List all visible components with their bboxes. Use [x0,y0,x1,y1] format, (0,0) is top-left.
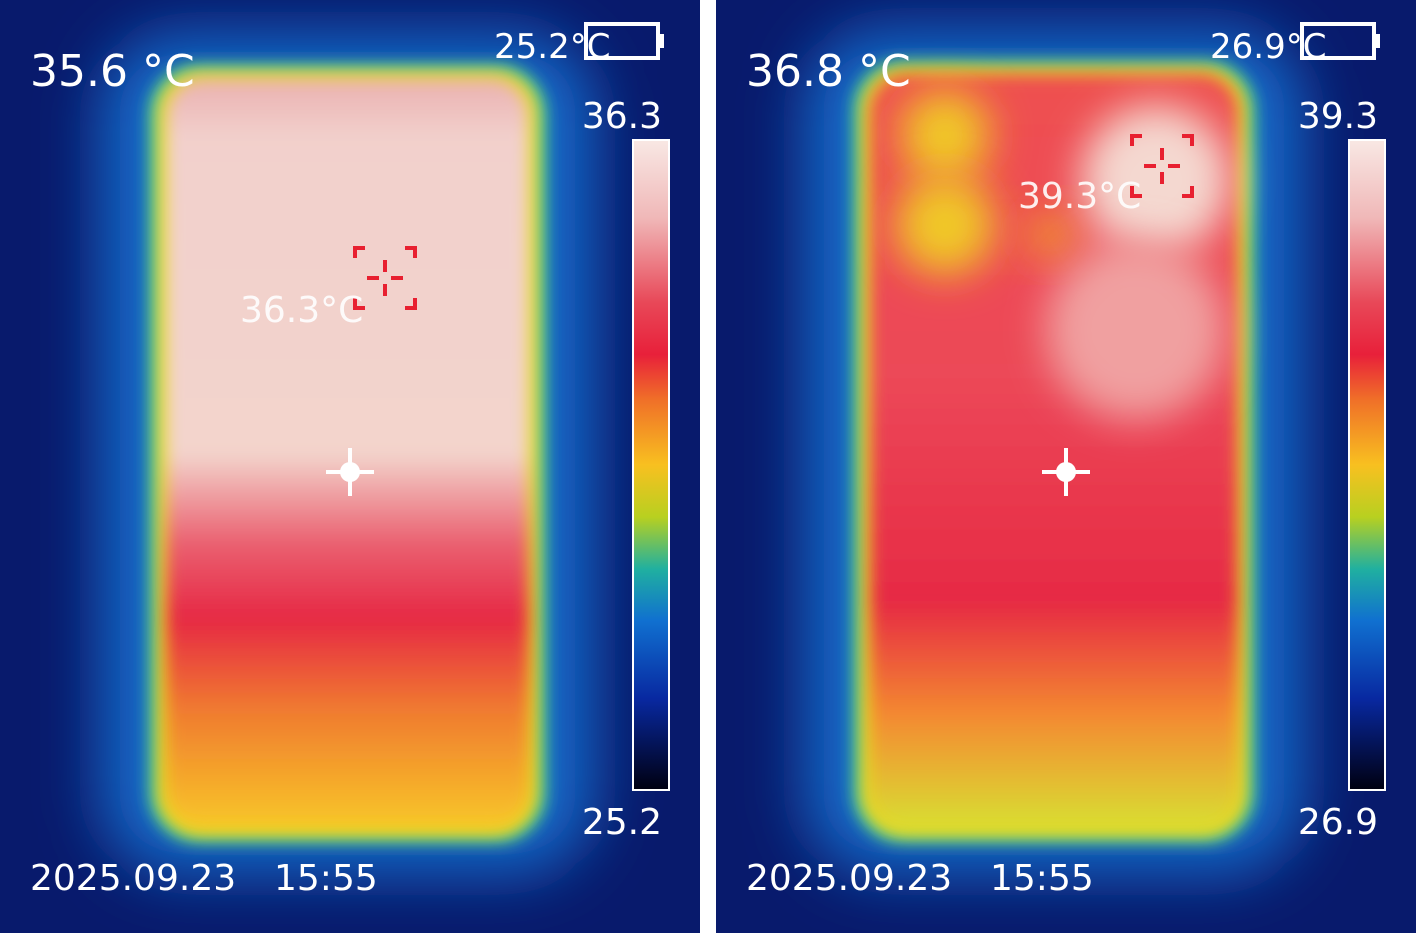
thermal-panel: 36.3°C 35.6 °C 25.2°C 36.3 25.2 2025.09.23 15:… [0,0,700,933]
hotspot-temp: 39.3°C [1018,176,1141,217]
hot-spot [1026,210,1076,260]
center-dot [340,462,360,482]
scale-min: 25.2 [582,802,662,843]
scale-min: 26.9 [1298,802,1378,843]
corner-temp: 26.9°C [1210,27,1326,67]
battery-tip [658,34,664,48]
hotspot-marker [353,246,417,310]
date: 2025.09.23 [30,858,236,899]
scale-max: 39.3 [1298,96,1378,137]
center-dot [1056,462,1076,482]
scale-max: 36.3 [582,96,662,137]
center-temp: 35.6 °C [30,46,195,97]
phone-body [166,78,529,829]
hot-spot [1046,240,1226,420]
corner-temp: 25.2°C [494,27,610,67]
hot-spot [900,90,990,180]
date: 2025.09.23 [746,858,952,899]
hotspot-marker [1130,134,1194,198]
thermal-panel: 39.3°C 36.8 °C 26.9°C 39.3 26.9 2025.09.23 15:… [716,0,1416,933]
hotspot-temp: 36.3°C [240,290,363,331]
color-scale [1348,139,1386,791]
battery-tip [1374,34,1380,48]
color-scale [632,139,670,791]
time: 15:55 [990,858,1094,899]
hot-spot [895,175,995,275]
center-temp: 36.8 °C [746,46,911,97]
time: 15:55 [274,858,378,899]
